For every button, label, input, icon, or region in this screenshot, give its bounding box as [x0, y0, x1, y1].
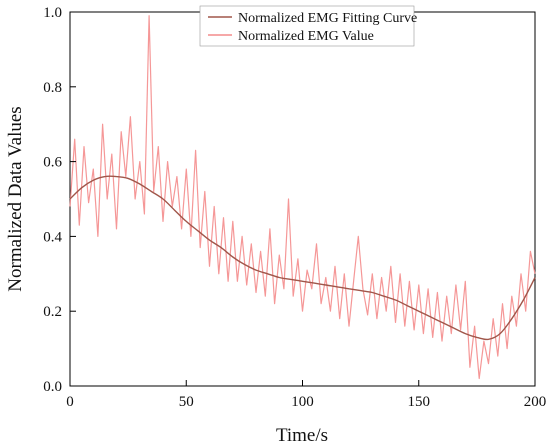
legend-label-emg-value: Normalized EMG Value	[238, 29, 374, 44]
legend-box	[199, 5, 415, 47]
legend-label-fitting-curve: Normalized EMG Fitting Curve	[238, 11, 417, 26]
y-tick-label: 0.4	[43, 229, 62, 245]
x-tick-label: 150	[408, 394, 431, 410]
emg-fitting-curve-series	[69, 175, 536, 341]
x-axis-title: Time/s	[276, 425, 328, 446]
x-tick-label: 50	[179, 394, 194, 410]
emg-value-series	[69, 15, 536, 380]
y-axis-title: Normalized Data Values	[5, 106, 26, 291]
y-axis-ticks: 0.0 0.2 0.4 0.6 0.8 1.0	[43, 5, 76, 395]
y-tick-label: 1.0	[43, 5, 62, 21]
y-tick-label: 0.6	[43, 155, 62, 171]
legend: Normalized EMG Fitting Curve Normalized …	[199, 5, 417, 47]
x-tick-label: 0	[66, 394, 74, 410]
plot-area	[69, 11, 536, 387]
x-tick-label: 200	[524, 394, 547, 410]
x-tick-label: 100	[291, 394, 314, 410]
y-tick-label: 0.0	[43, 379, 62, 395]
emg-value-line	[69, 15, 536, 380]
y-tick-label: 0.2	[43, 304, 62, 320]
x-axis-ticks: 0 50 100 150 200	[66, 380, 546, 410]
y-tick-label: 0.8	[43, 80, 62, 96]
emg-fitting-curve-line	[69, 175, 536, 341]
